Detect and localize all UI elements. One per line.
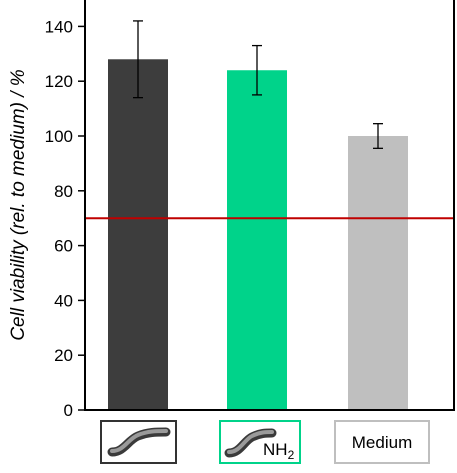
category-box-3: Medium	[334, 420, 430, 464]
error-bars-layer	[133, 20, 383, 149]
y-tick-label: 120	[45, 72, 73, 91]
y-ticks-layer: 0 20 40 60 80 100 120 140	[45, 17, 85, 420]
error-bar-1	[133, 20, 143, 99]
bar-3	[348, 136, 408, 410]
y-tick-label: 60	[54, 237, 73, 256]
y-tick-label: 140	[45, 17, 73, 36]
y-axis-title: Cell viability (rel. to medium) / %	[8, 69, 29, 340]
fiber-amine-icon	[224, 428, 277, 458]
bar-2	[227, 70, 287, 411]
category-box-3-frame	[334, 420, 430, 464]
bar-1	[108, 59, 168, 410]
fiber-icon	[107, 427, 171, 457]
axis-layer	[84, 0, 455, 411]
error-bar-2	[252, 44, 262, 96]
category-box-2: NH2	[219, 420, 301, 464]
category-box-1	[100, 420, 177, 464]
error-bar-3	[373, 123, 383, 149]
y-tick-label: 100	[45, 127, 73, 146]
y-tick-label: 0	[64, 401, 73, 420]
category-box-1-frame	[100, 420, 177, 464]
y-tick-label: 80	[54, 182, 73, 201]
bars-layer	[108, 59, 408, 411]
category-label-2: NH2	[263, 440, 295, 462]
y-tick-label: 40	[54, 291, 73, 310]
category-label-3: Medium	[352, 433, 412, 452]
y-tick-label: 20	[54, 346, 73, 365]
